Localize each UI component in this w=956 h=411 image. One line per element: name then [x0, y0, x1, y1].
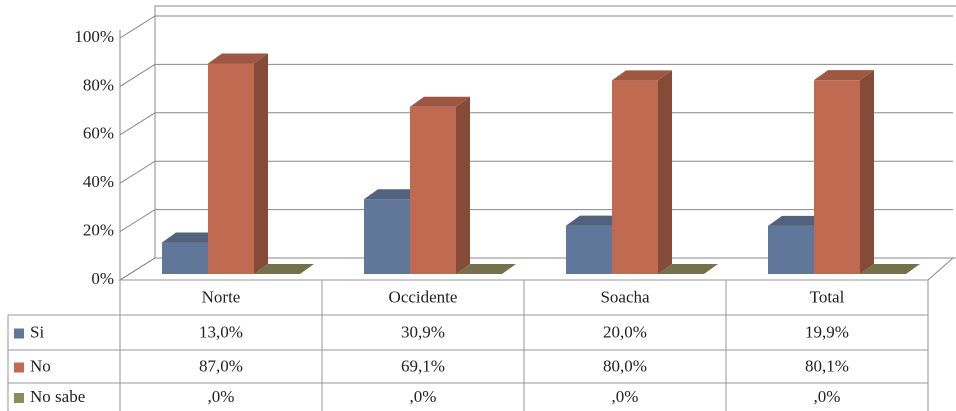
- x-tick-label: Soacha: [600, 287, 650, 306]
- x-tick-label: Total: [810, 287, 845, 306]
- value-label: 30,9%: [401, 322, 445, 341]
- legend-label: No sabe: [30, 387, 85, 406]
- value-label: ,0%: [208, 387, 235, 406]
- grid-line: [119, 257, 953, 281]
- bar-top: [254, 264, 314, 274]
- bar: [814, 80, 860, 275]
- bar-top: [364, 189, 424, 200]
- bar-top: [566, 215, 626, 226]
- bar-top: [814, 70, 874, 81]
- value-label: 80,1%: [805, 356, 849, 375]
- x-tick-label: Norte: [202, 287, 241, 306]
- legend-label: No: [30, 356, 51, 375]
- y-tick-label: 80%: [83, 75, 114, 94]
- bar-side: [860, 70, 874, 275]
- legend-swatch: [14, 328, 24, 339]
- bar-top: [768, 215, 828, 226]
- bar-top: [208, 53, 268, 64]
- grid-line: [119, 63, 953, 87]
- legend-label: Si: [30, 322, 44, 341]
- value-label: 19,9%: [805, 322, 849, 341]
- bar-top: [456, 264, 516, 274]
- bar: [566, 225, 612, 274]
- legend-swatch: [14, 393, 24, 403]
- value-label: ,0%: [410, 387, 437, 406]
- value-label: 13,0%: [199, 322, 243, 341]
- y-tick-label: 0%: [91, 269, 114, 288]
- bar: [208, 63, 254, 275]
- bar-top: [162, 232, 222, 243]
- value-label: ,0%: [612, 387, 639, 406]
- x-tick-label: Occidente: [389, 287, 458, 306]
- bar: [768, 225, 814, 274]
- value-label: ,0%: [814, 387, 841, 406]
- grid-line: [119, 209, 953, 233]
- y-tick-label: 100%: [74, 27, 114, 46]
- legend-swatch: [14, 362, 24, 373]
- grid-line: [119, 15, 953, 39]
- back-wall: [154, 5, 956, 259]
- bar-side: [456, 96, 470, 274]
- grid-line: [119, 112, 953, 136]
- bar-top: [860, 264, 920, 274]
- bar-side: [254, 53, 268, 275]
- value-label: 80,0%: [603, 356, 647, 375]
- bar: [162, 242, 208, 274]
- bar-side: [658, 70, 672, 275]
- value-label: 69,1%: [401, 356, 445, 375]
- y-tick-label: 60%: [83, 124, 114, 143]
- bar-top: [410, 96, 470, 107]
- bar: [612, 80, 658, 275]
- bar: [410, 106, 456, 274]
- y-tick-label: 40%: [83, 172, 114, 191]
- bar-top: [658, 264, 718, 274]
- y-tick-label: 20%: [83, 221, 114, 240]
- grid-line: [119, 160, 953, 184]
- bar: [364, 199, 410, 274]
- bar-top: [612, 70, 672, 81]
- value-label: 20,0%: [603, 322, 647, 341]
- value-label: 87,0%: [199, 356, 243, 375]
